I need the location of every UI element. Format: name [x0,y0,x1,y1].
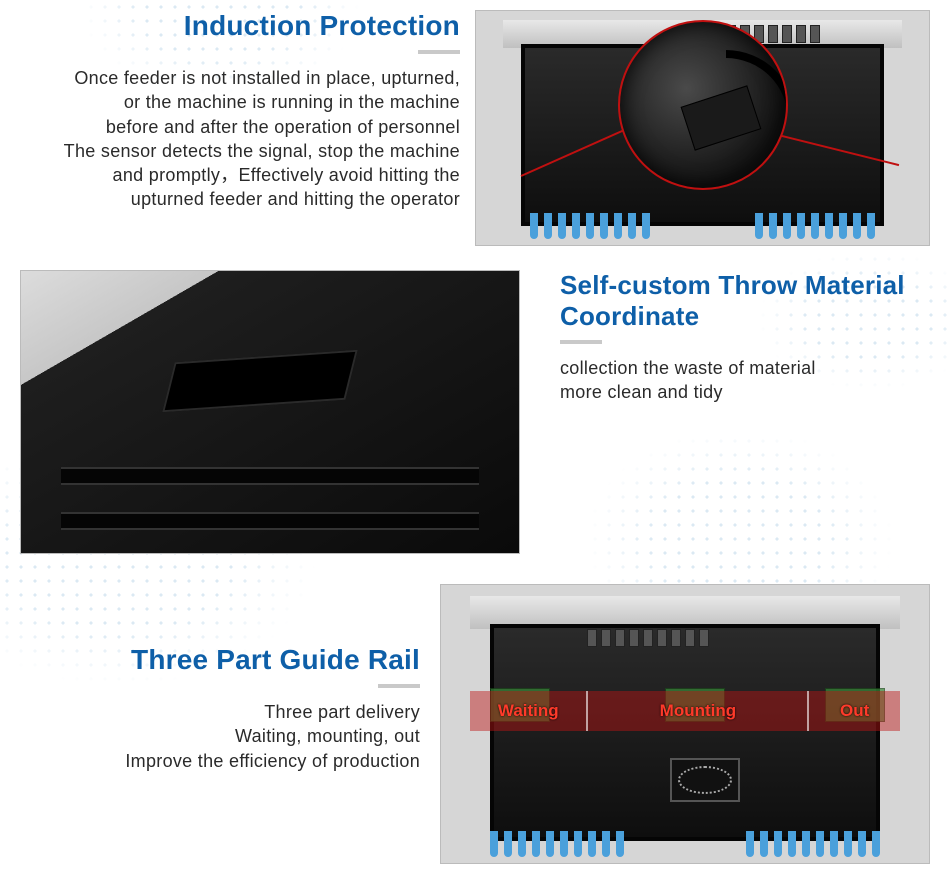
image-throw-material [20,270,520,554]
body-induction: Once feeder is not installed in place, u… [20,66,460,212]
rail-bar [61,467,479,485]
heading-throw: Self-custom Throw Material Coordinate [560,270,930,332]
body-throw: collection the waste of material more cl… [560,356,930,405]
text-block-rail: Three Part Guide Rail Three part deliver… [20,584,420,773]
rail-label-out: Out [809,691,899,731]
rail-label-waiting: Waiting [470,691,588,731]
divider [418,50,460,54]
vision-camera-icon [670,758,740,802]
body-rail: Three part delivery Waiting, mounting, o… [20,700,420,773]
waste-tray [163,349,359,412]
heading-induction: Induction Protection [20,10,460,42]
heading-rail: Three Part Guide Rail [20,644,420,676]
sensor-circle-inset [618,20,788,190]
text-block-induction: Induction Protection Once feeder is not … [20,10,460,212]
text-block-throw: Self-custom Throw Material Coordinate co… [560,270,930,405]
divider [378,684,420,688]
machine-frame [490,624,880,841]
section-throw-material: Self-custom Throw Material Coordinate co… [20,270,930,554]
air-hoses-right [755,213,875,239]
air-hoses-left [530,213,650,239]
image-induction [475,10,930,246]
section-induction: Induction Protection Once feeder is not … [20,10,930,246]
air-hoses-right [746,831,880,857]
rail-label-mounting: Mounting [588,691,809,731]
nozzle-slots [587,629,709,647]
air-hoses-left [490,831,624,857]
section-guide-rail: Three Part Guide Rail Three part deliver… [20,584,930,864]
image-guide-rail: Waiting Mounting Out [440,584,930,864]
rail-bar-lower [61,512,479,530]
divider [560,340,602,344]
rail-overlay: Waiting Mounting Out [470,691,899,731]
